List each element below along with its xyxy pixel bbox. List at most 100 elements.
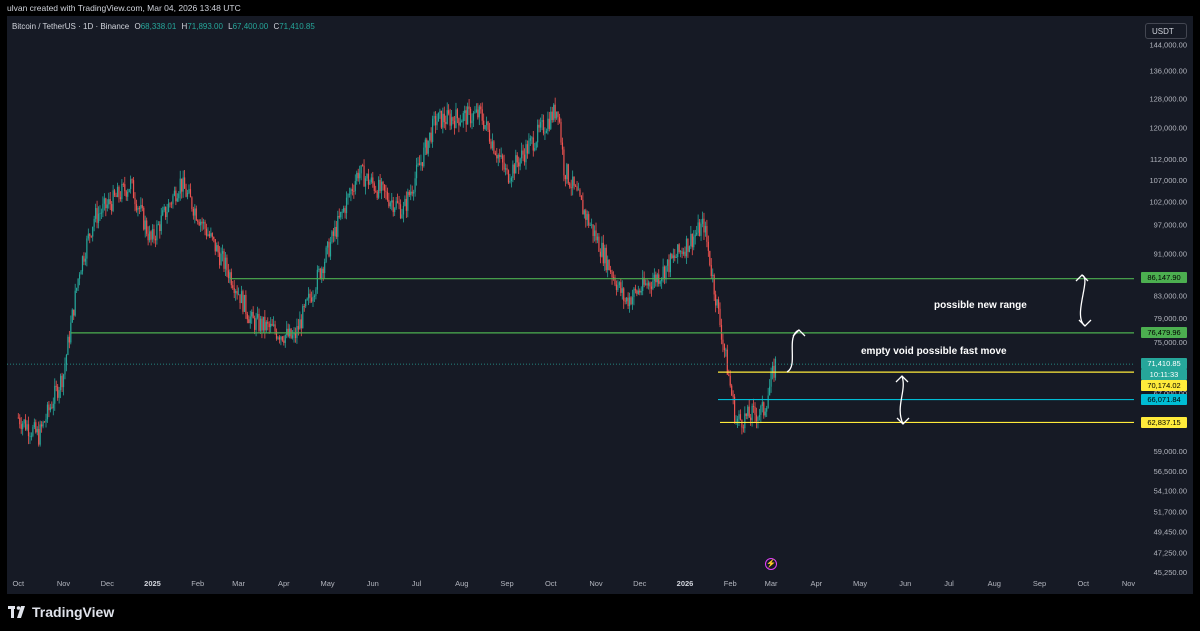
candle-body: [364, 178, 367, 187]
void-double-arrow[interactable]: [899, 375, 904, 425]
candle-body: [698, 222, 701, 236]
price-chart[interactable]: 144,000.00 136,000.00 128,000.00 120,000.00…: [7, 16, 1193, 594]
candle-body: [636, 290, 638, 294]
arrow-head: [1075, 274, 1089, 282]
time-tick-label: Mar: [232, 579, 245, 588]
candle-body: [684, 251, 686, 257]
candle-body: [105, 198, 107, 209]
candle-body: [621, 288, 623, 293]
candle-body: [229, 272, 231, 279]
candle-body: [165, 206, 167, 217]
candle-body: [325, 247, 327, 262]
price-tick-label: 47,250.00: [1154, 548, 1187, 557]
candle-body: [363, 165, 365, 187]
candle-body: [687, 238, 689, 252]
candle-body: [251, 311, 253, 317]
candle-body: [22, 423, 24, 429]
fast-move-arrow[interactable]: [786, 329, 800, 373]
candle-body: [509, 181, 511, 183]
candle-body: [761, 402, 763, 406]
candle-body: [481, 109, 483, 121]
candle-body: [398, 202, 400, 205]
candle-body: [469, 108, 472, 124]
chart-pane[interactable]: 144,000.00 136,000.00 128,000.00 120,000.00…: [7, 16, 1193, 594]
candle-body: [61, 375, 63, 388]
time-tick-label: Oct: [12, 579, 25, 588]
candle-body: [141, 204, 143, 208]
candle-body: [432, 118, 434, 142]
candle-body: [512, 164, 514, 178]
candle-body: [604, 247, 606, 264]
candle-body: [437, 112, 440, 122]
candle-body: [440, 110, 442, 128]
candle-body: [205, 228, 208, 236]
low-value: 67,400.00: [232, 22, 269, 31]
candle-body: [601, 242, 603, 257]
candle-body: [647, 282, 650, 286]
candle-body: [169, 203, 171, 205]
candle-body: [132, 180, 135, 199]
candle-body: [194, 208, 196, 216]
price-tag-70174: 70,174.02: [1141, 380, 1187, 391]
candle-body: [254, 318, 256, 330]
candle-body: [321, 268, 323, 279]
candle-body: [89, 233, 91, 236]
candle-body: [709, 250, 711, 266]
candle-body: [744, 413, 746, 429]
candle-body: [76, 288, 78, 291]
candle-body: [401, 214, 403, 219]
candle-body: [172, 195, 174, 204]
candle-body: [297, 326, 299, 330]
candle-body: [283, 340, 285, 343]
candle-body: [118, 186, 120, 198]
candle-body: [156, 224, 158, 241]
candle-body: [148, 231, 151, 241]
candle-body: [35, 422, 37, 433]
candle-body: [316, 269, 318, 290]
candle-body: [764, 411, 766, 416]
candle-body: [713, 274, 715, 295]
candle-body: [510, 177, 512, 182]
candle-body: [531, 137, 533, 139]
candle-body: [157, 224, 159, 226]
candle-body: [653, 274, 655, 281]
time-tick-label: Sep: [1033, 579, 1046, 588]
time-tick-label: Dec: [101, 579, 115, 588]
candle-body: [734, 396, 736, 423]
tradingview-logo[interactable]: TradingView: [8, 604, 114, 620]
candle-body: [567, 164, 569, 184]
candle-body: [87, 233, 89, 239]
high-value: 71,893.00: [187, 22, 223, 31]
candle-body: [770, 372, 772, 387]
candle-body: [24, 419, 27, 430]
currency-button[interactable]: USDT: [1145, 23, 1187, 39]
candle-body: [106, 204, 108, 209]
candle-body: [610, 270, 612, 272]
candle-body: [227, 270, 229, 279]
time-tick-label: Dec: [633, 579, 647, 588]
lightning-icon[interactable]: ⚡: [765, 558, 777, 570]
arrow-head: [1078, 319, 1092, 327]
candle-body: [340, 211, 342, 218]
candle-body: [335, 226, 337, 237]
candle-body: [191, 197, 193, 209]
candle-body: [93, 218, 95, 227]
candle-body: [717, 299, 720, 309]
candle-body: [615, 284, 618, 290]
candle-body: [175, 190, 177, 202]
range-double-arrow[interactable]: [1079, 274, 1086, 327]
candle-body: [264, 316, 266, 331]
candle-body: [455, 109, 457, 128]
candle-body: [235, 291, 237, 293]
candle-body: [353, 190, 355, 192]
candle-body: [232, 285, 234, 288]
candle-body: [388, 199, 390, 207]
candle-body: [252, 311, 254, 319]
open-value: 68,338.01: [140, 22, 177, 31]
candle-body: [771, 365, 774, 373]
candle-body: [103, 198, 105, 204]
candle-body: [108, 199, 110, 205]
candle-body: [305, 299, 307, 307]
candle-body: [706, 226, 708, 242]
candle-body: [523, 154, 526, 163]
